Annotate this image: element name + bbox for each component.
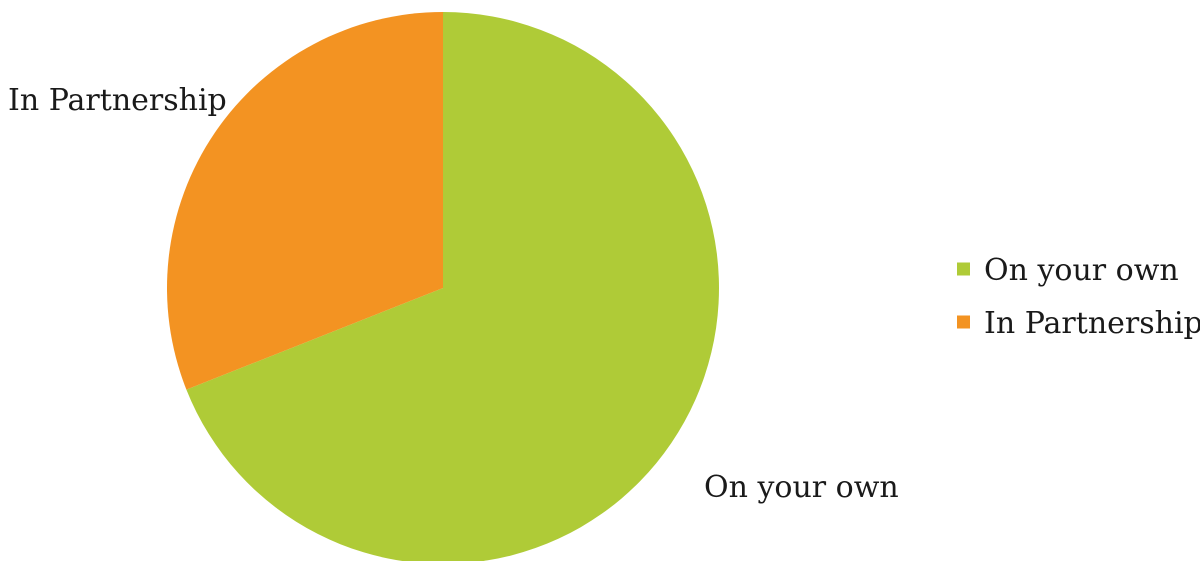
legend-label-on-your-own: On your own: [984, 253, 1179, 288]
legend-label-in-partnership: In Partnership: [984, 306, 1200, 341]
pie-slice-labels: On your own In Partnership: [8, 83, 899, 505]
pie-slices: [166, 12, 719, 564]
slice-label-on-your-own: On your own: [704, 470, 899, 505]
legend-swatch-on-your-own: [957, 262, 970, 276]
legend: On your own In Partnership: [957, 253, 1200, 341]
pie-slice-in-partnership: [166, 12, 444, 390]
slice-label-in-partnership: In Partnership: [8, 83, 227, 118]
legend-swatch-in-partnership: [957, 315, 970, 329]
pie-slice-on-your-own: [186, 12, 719, 564]
